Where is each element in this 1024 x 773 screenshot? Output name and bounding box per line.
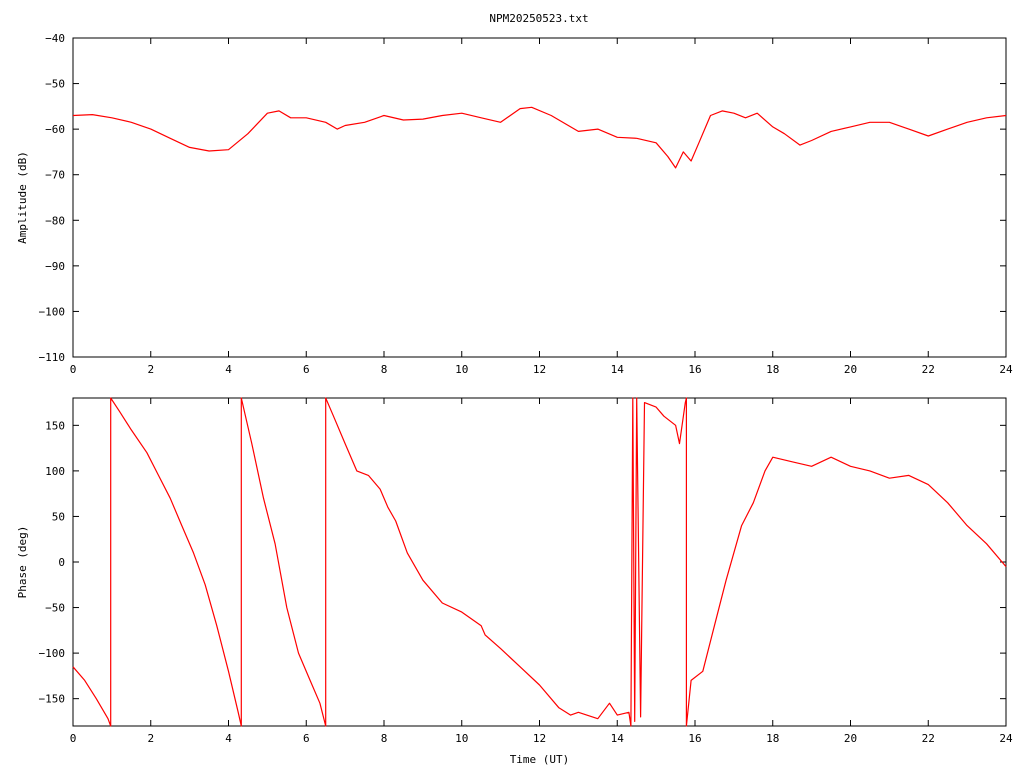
x-tick-label: 8 [381, 732, 388, 745]
x-tick-label: 0 [70, 732, 77, 745]
amplitude-panel: 0 2 4 6 8 10 12 14 16 18 20 22 24−40−50−60−70−80−90−… [16, 32, 1013, 376]
x-axis-label: Time (UT) [510, 753, 570, 766]
y-tick-label: −110 [39, 351, 66, 364]
series-line [72, 106, 1007, 169]
x-tick-label: 2 [147, 363, 154, 376]
x-tick-label: 6 [303, 732, 310, 745]
x-tick-label: 20 [844, 363, 857, 376]
x-tick-label: 14 [611, 732, 625, 745]
y-tick-label: −40 [45, 32, 65, 45]
phase-panel: 0 2 4 6 8 10 12 14 16 18 20 22 24150100500−50−100−15… [16, 397, 1013, 766]
x-tick-label: 12 [533, 732, 546, 745]
x-tick-label: 18 [766, 363, 779, 376]
series-line [72, 397, 1007, 727]
y-tick-label: −50 [45, 602, 65, 615]
x-tick-label: 10 [455, 732, 468, 745]
x-tick-label: 18 [766, 732, 779, 745]
x-tick-label: 2 [147, 732, 154, 745]
y-tick-label: −100 [39, 305, 66, 318]
y-tick-label: −150 [39, 693, 66, 706]
x-tick-label: 4 [225, 732, 232, 745]
y-tick-label: −80 [45, 214, 65, 227]
y-tick-label: 0 [58, 556, 65, 569]
y-tick-label: 100 [45, 465, 65, 478]
chart-title: NPM20250523.txt [489, 12, 588, 25]
x-tick-label: 8 [381, 363, 388, 376]
y-tick-label: 150 [45, 419, 65, 432]
x-tick-label: 14 [611, 363, 625, 376]
x-tick-label: 22 [922, 732, 935, 745]
y-tick-label: −70 [45, 169, 65, 182]
x-tick-label: 24 [999, 732, 1013, 745]
y-tick-label: −90 [45, 260, 65, 273]
x-tick-label: 12 [533, 363, 546, 376]
y-tick-label: −50 [45, 78, 65, 91]
x-tick-label: 22 [922, 363, 935, 376]
y-tick-label: −60 [45, 123, 65, 136]
x-tick-label: 24 [999, 363, 1013, 376]
x-tick-label: 10 [455, 363, 468, 376]
x-tick-label: 4 [225, 363, 232, 376]
x-tick-label: 6 [303, 363, 310, 376]
x-tick-label: 16 [688, 732, 701, 745]
plot-frame [72, 397, 1007, 727]
y-tick-label: 50 [52, 510, 65, 523]
x-tick-label: 20 [844, 732, 857, 745]
y-tick-label: −100 [39, 647, 66, 660]
x-tick-label: 0 [70, 363, 77, 376]
y-axis-label: Phase (deg) [16, 526, 29, 599]
y-axis-label: Amplitude (dB) [16, 151, 29, 244]
plot-frame [72, 37, 1007, 358]
x-tick-label: 16 [688, 363, 701, 376]
